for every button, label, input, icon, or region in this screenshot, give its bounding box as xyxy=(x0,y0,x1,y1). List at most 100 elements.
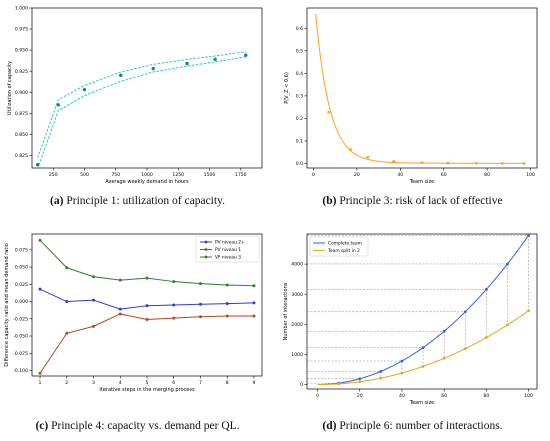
plot-frame xyxy=(306,233,538,390)
x-tick-label: 100 xyxy=(526,172,535,178)
y-tick-label: 0.0 xyxy=(296,161,303,167)
data-point xyxy=(244,53,248,57)
data-point xyxy=(213,57,217,62)
caption-c: (c) Principle 4: capacity vs. demand per… xyxy=(0,420,275,432)
x-tick-label: 6 xyxy=(172,380,175,386)
y-tick-label: 3000 xyxy=(291,292,303,298)
y-axis-label: P(V_Z < 0.6) xyxy=(284,72,290,104)
y-tick-label: 0.825 xyxy=(15,153,28,159)
legend-label: Complete team xyxy=(328,241,362,247)
data-point xyxy=(392,159,396,163)
data-point xyxy=(92,324,96,328)
x-tick-label: 250 xyxy=(49,172,58,178)
data-point xyxy=(421,365,425,368)
x-tick-label: 0 xyxy=(316,393,319,399)
y-tick-label: -0.100 xyxy=(13,368,28,374)
panel-b: 0 20 40 60 80 100 0.0 0.1 0.2 0.3 0.4 0.5 0.6 Team si… xyxy=(275,0,550,193)
caption-c-text: Principle 4: capacity vs. demand per QL. xyxy=(51,420,240,432)
y-tick-label: 0.875 xyxy=(15,111,28,117)
legend-marker xyxy=(204,255,208,259)
x-tick-label: 100 xyxy=(524,393,533,399)
x-tick-label: 1500 xyxy=(204,172,216,178)
y-tick-label: 0.925 xyxy=(15,69,28,75)
data-point xyxy=(92,298,96,302)
data-point xyxy=(92,275,96,279)
data-point xyxy=(172,303,176,307)
x-tick-label: 0 xyxy=(312,172,315,178)
y-tick-label: 0 xyxy=(300,382,303,388)
legend: PV niveau 2+PV niveau 1 VF niveau 3 xyxy=(195,235,260,263)
y-tick-label: 0.975 xyxy=(15,27,28,33)
y-tick-label: 0.075 xyxy=(15,247,28,253)
data-point xyxy=(442,356,446,360)
data-point xyxy=(38,238,42,242)
y-tick-label: 0.1 xyxy=(296,139,303,145)
x-tick-label: 80 xyxy=(483,393,489,399)
x-tick-label: 500 xyxy=(80,172,89,178)
caption-d-label: (d) xyxy=(322,420,337,432)
legend-label: VF niveau 3 xyxy=(215,255,241,261)
lower-bound-line xyxy=(37,56,246,169)
data-point xyxy=(119,73,123,78)
x-tick-label: 4 xyxy=(119,380,122,386)
x-tick-label: 1750 xyxy=(235,172,247,178)
data-point xyxy=(420,161,424,164)
data-point xyxy=(65,331,69,335)
y-tick-label: 2000 xyxy=(291,322,303,328)
caption-d-text: Principle 6: number of interactions. xyxy=(339,420,503,432)
x-tick-label: 1 xyxy=(39,380,42,386)
y-tick-label: -0.025 xyxy=(13,316,28,322)
legend-marker xyxy=(204,248,208,251)
caption-d: (d) Principle 6: number of interactions. xyxy=(275,420,550,432)
data-point xyxy=(400,371,404,375)
x-tick-label: 80 xyxy=(484,172,490,178)
x-axis-label: Team size xyxy=(409,179,435,185)
data-point xyxy=(172,316,176,320)
y-tick-label: 0.900 xyxy=(15,90,28,96)
x-tick-label: 3 xyxy=(92,380,95,386)
x-tick-label: 40 xyxy=(399,393,405,399)
data-point xyxy=(225,314,229,318)
x-tick-label: 1000 xyxy=(141,172,153,178)
x-tick-label: 40 xyxy=(397,172,403,178)
data-point xyxy=(366,155,370,159)
data-point xyxy=(252,284,256,288)
y-tick-label: 0.000 xyxy=(15,299,28,305)
data-point xyxy=(225,283,229,287)
data-point xyxy=(349,148,352,151)
y-tick-label: 1000 xyxy=(291,352,303,358)
legend-box xyxy=(309,236,369,257)
data-point xyxy=(379,369,383,373)
data-point xyxy=(527,234,530,237)
x-tick-label: 60 xyxy=(441,172,447,178)
x-tick-label: 20 xyxy=(354,172,360,178)
y-axis-label: Utilization of capacity xyxy=(7,61,13,115)
legend-label: PV niveau 1 xyxy=(215,247,241,253)
y-axis-label: Difference capacity ratio and mean deman… xyxy=(4,243,10,367)
legend-label: Team split in 2 xyxy=(327,248,360,254)
x-tick-label: 9 xyxy=(253,380,256,386)
data-point xyxy=(379,376,383,380)
caption-b: (b) Principle 3: risk of lack of effecti… xyxy=(275,195,550,207)
y-tick-label: 0.2 xyxy=(296,116,303,122)
x-tick-label: 1250 xyxy=(172,172,184,178)
x-axis-label: Average weekly demand in hours xyxy=(105,179,189,185)
y-tick-label: 1.000 xyxy=(15,6,28,12)
x-tick-label: 2 xyxy=(65,380,68,386)
data-point xyxy=(82,87,87,92)
caption-b-label: (b) xyxy=(322,195,337,207)
data-point xyxy=(484,287,488,291)
data-point xyxy=(327,110,330,114)
series-line xyxy=(39,313,254,374)
data-point xyxy=(65,266,69,270)
data-point xyxy=(118,307,122,311)
data-point xyxy=(225,302,229,306)
upper-bound-line xyxy=(37,51,246,159)
y-tick-label: 0.4 xyxy=(296,71,303,77)
data-point xyxy=(118,278,122,282)
x-tick-label: 750 xyxy=(111,172,120,178)
data-point xyxy=(506,262,509,266)
x-tick-label: 7 xyxy=(199,380,202,386)
